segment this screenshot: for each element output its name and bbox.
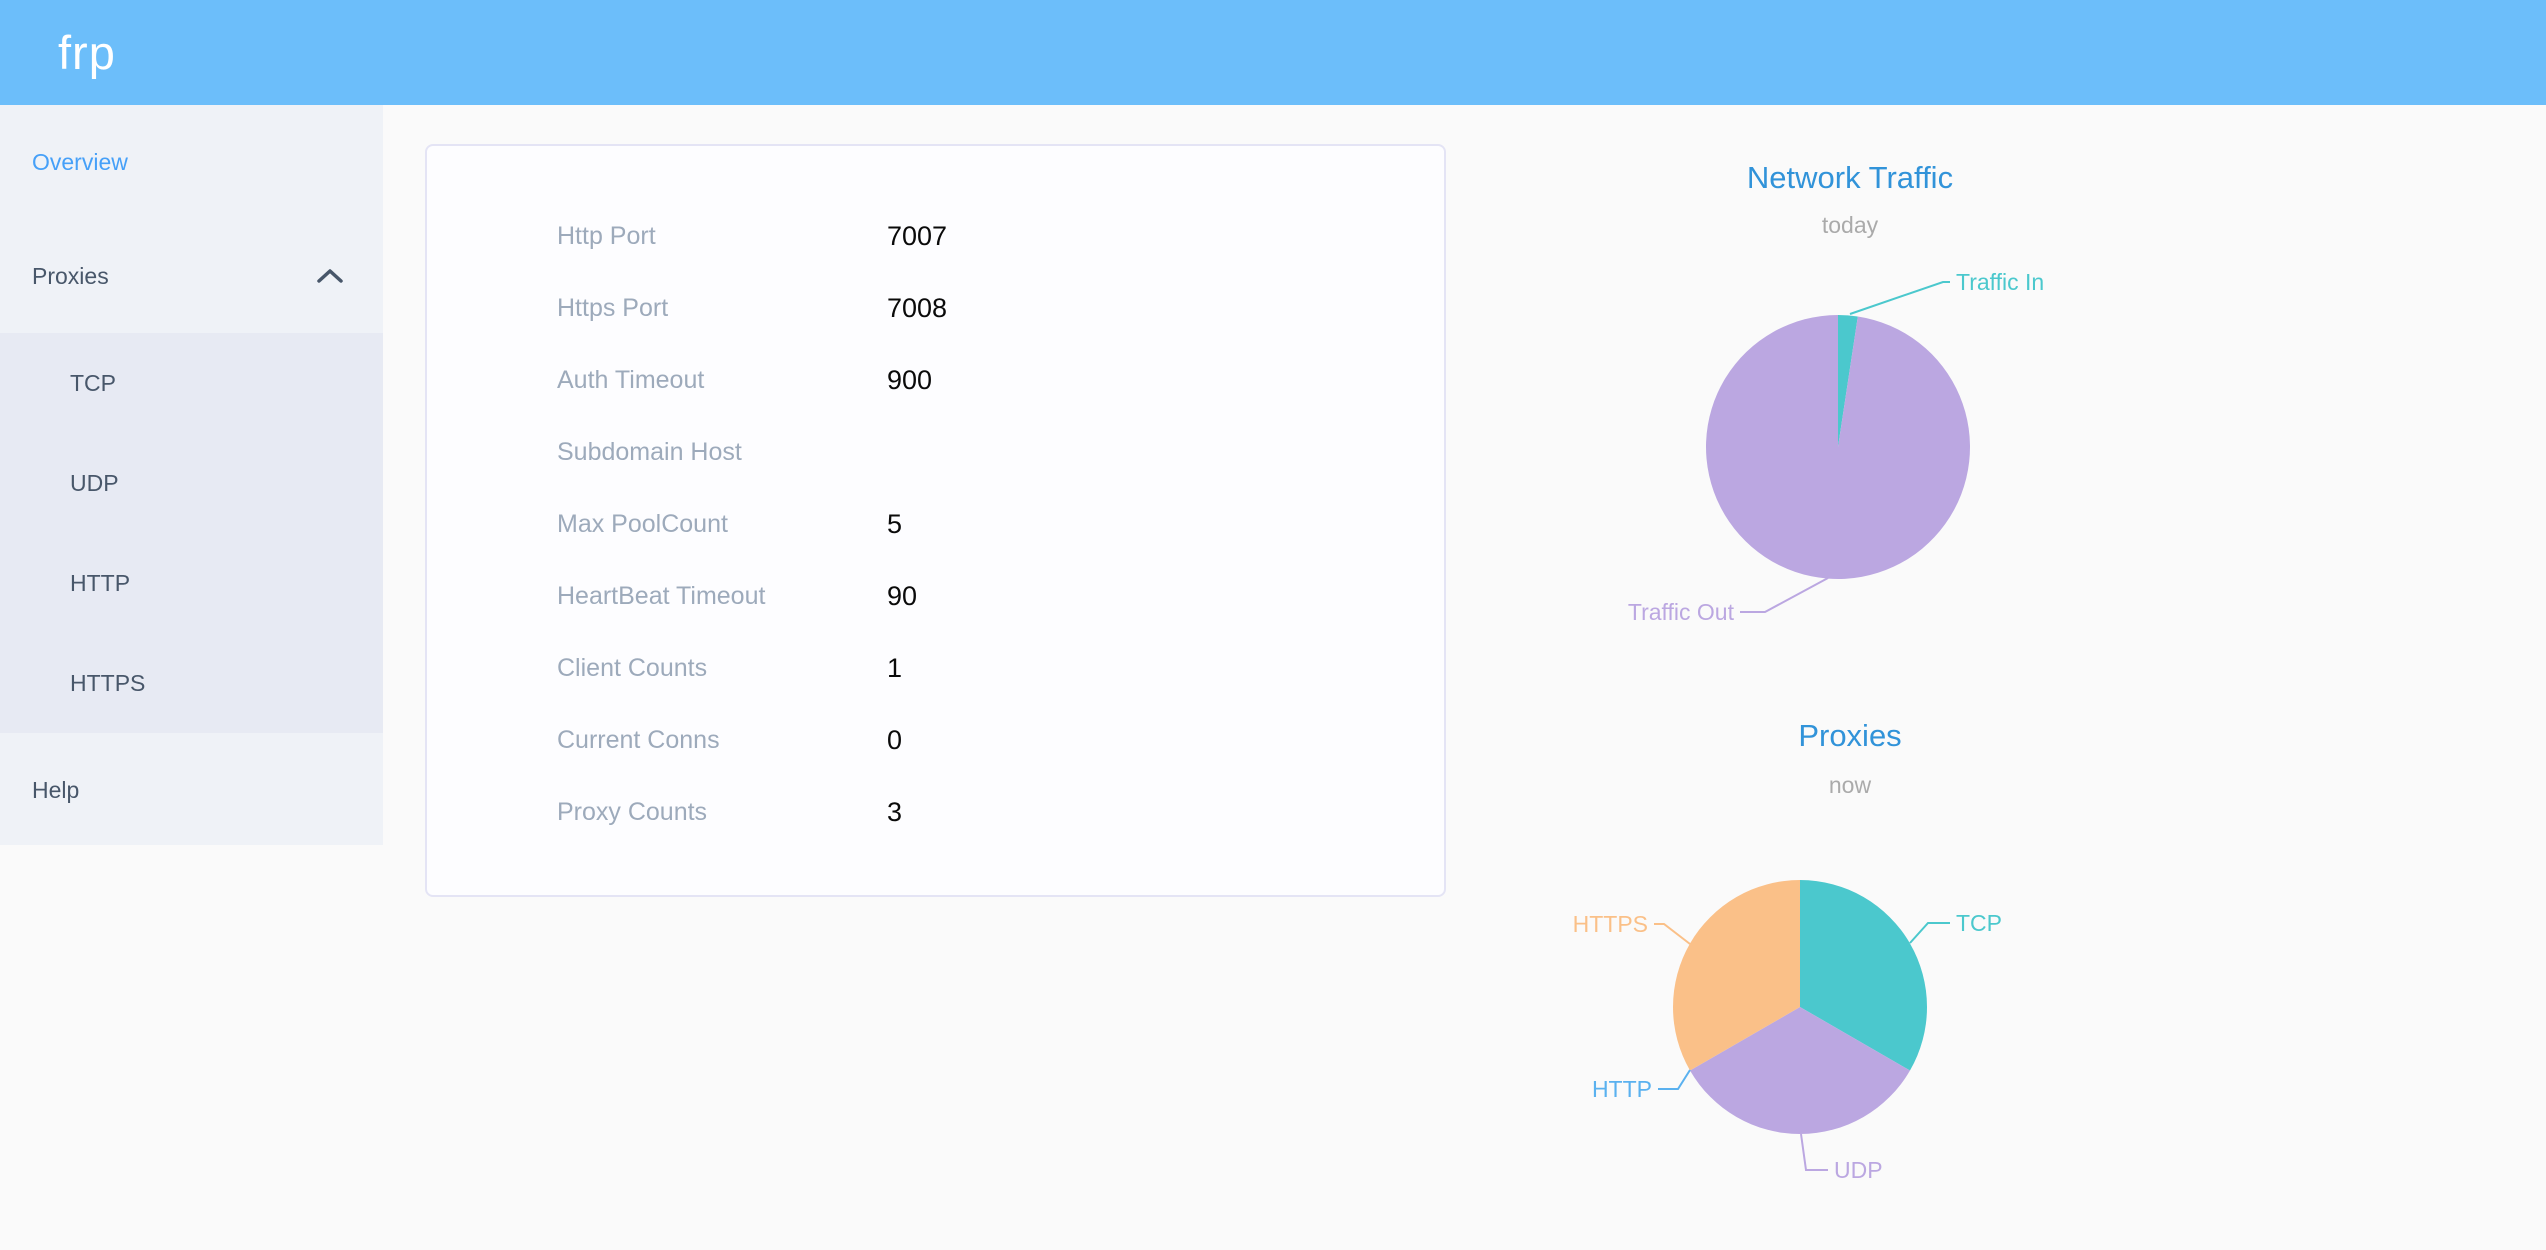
pie-label-leader-line xyxy=(1849,281,1950,315)
proxies-chart-subtitle: now xyxy=(1828,772,1872,798)
pie-label-https: HTTPS xyxy=(1573,911,1648,937)
sidebar-item-label: UDP xyxy=(70,469,119,496)
pie-slice-https[interactable] xyxy=(1673,880,1800,1071)
sidebar-item-https[interactable]: HTTPS xyxy=(0,633,383,733)
config-label: HeartBeat Timeout xyxy=(557,581,766,610)
pie-label-udp: UDP xyxy=(1834,1157,1883,1183)
config-value: 7007 xyxy=(887,220,948,251)
proxies-chart-title: Proxies xyxy=(1798,718,1902,753)
pie-label-traffic-out: Traffic Out xyxy=(1628,599,1735,625)
pie-slice-tcp[interactable] xyxy=(1800,880,1927,1071)
config-value: 7008 xyxy=(887,292,948,323)
sidebar-item-udp[interactable]: UDP xyxy=(0,433,383,533)
config-row: Max PoolCount 5 xyxy=(427,488,1444,560)
config-label: Subdomain Host xyxy=(557,437,742,466)
sidebar-item-label: Proxies xyxy=(32,262,109,289)
config-row: HeartBeat Timeout 90 xyxy=(427,560,1444,632)
pie-label-traffic-in: Traffic In xyxy=(1956,269,2044,295)
sidebar-item-tcp[interactable]: TCP xyxy=(0,333,383,433)
pie-label-leader-line xyxy=(1658,1069,1691,1090)
config-label: Max PoolCount xyxy=(557,509,728,538)
app-logo: frp xyxy=(58,26,116,79)
config-label: Current Conns xyxy=(557,725,720,754)
config-label: Https Port xyxy=(557,293,669,322)
server-overview-card: Http Port 7007 Https Port 7008 Auth Timeou… xyxy=(425,144,1446,897)
config-value: 1 xyxy=(887,652,903,683)
sidebar-item-label: HTTP xyxy=(70,569,131,596)
config-row: Auth Timeout 900 xyxy=(427,344,1444,416)
config-row: Current Conns 0 xyxy=(427,704,1444,776)
config-label: Proxy Counts xyxy=(557,797,708,826)
sidebar-item-label: HTTPS xyxy=(70,669,146,696)
config-value: 5 xyxy=(887,508,903,539)
config-row: Proxy Counts 3 xyxy=(427,776,1444,848)
config-row: Http Port 7007 xyxy=(427,200,1444,272)
network-traffic-pie-chart[interactable]: Traffic In Traffic Out xyxy=(1540,240,2160,680)
config-value: 90 xyxy=(887,580,918,611)
config-row: Https Port 7008 xyxy=(427,272,1444,344)
sidebar-item-label: Overview xyxy=(32,148,128,175)
pie-label-leader-line xyxy=(1909,922,1950,944)
network-traffic-chart-subtitle: today xyxy=(1821,212,1879,238)
config-value: 3 xyxy=(887,796,903,827)
sidebar-item-overview[interactable]: Overview xyxy=(0,105,383,219)
app-header: frp xyxy=(0,0,2546,105)
pie-label-leader-line xyxy=(1800,1133,1828,1171)
pie-label-tcp: TCP xyxy=(1956,910,2002,936)
chevron-up-icon xyxy=(315,267,345,285)
sidebar: Overview Proxies TCP UDP HTTP HTTPS Help xyxy=(0,105,383,845)
pie-slice-traffic-out[interactable] xyxy=(1706,315,1970,579)
config-label: Client Counts xyxy=(557,653,708,682)
pie-label-leader-line xyxy=(1654,923,1691,945)
config-value: 900 xyxy=(887,364,933,395)
pie-label-http: HTTP xyxy=(1592,1076,1652,1102)
proxies-pie-chart[interactable]: TCP UDP HTTP HTTPS xyxy=(1540,820,2160,1250)
network-traffic-chart-title: Network Traffic xyxy=(1746,160,1954,195)
sidebar-item-label: TCP xyxy=(70,369,116,396)
sidebar-item-http[interactable]: HTTP xyxy=(0,533,383,633)
config-value: 0 xyxy=(887,724,903,755)
sidebar-item-proxies[interactable]: Proxies xyxy=(0,219,383,333)
sidebar-submenu-proxies: TCP UDP HTTP HTTPS xyxy=(0,333,383,733)
config-row: Client Counts 1 xyxy=(427,632,1444,704)
pie-label-leader-line xyxy=(1740,577,1829,613)
pie-slice-traffic-in[interactable] xyxy=(1838,315,1858,447)
config-label: Auth Timeout xyxy=(557,365,705,394)
config-row: Subdomain Host xyxy=(427,416,1444,488)
config-label: Http Port xyxy=(557,221,656,250)
sidebar-item-help[interactable]: Help xyxy=(0,733,383,847)
sidebar-item-label: Help xyxy=(32,776,80,803)
